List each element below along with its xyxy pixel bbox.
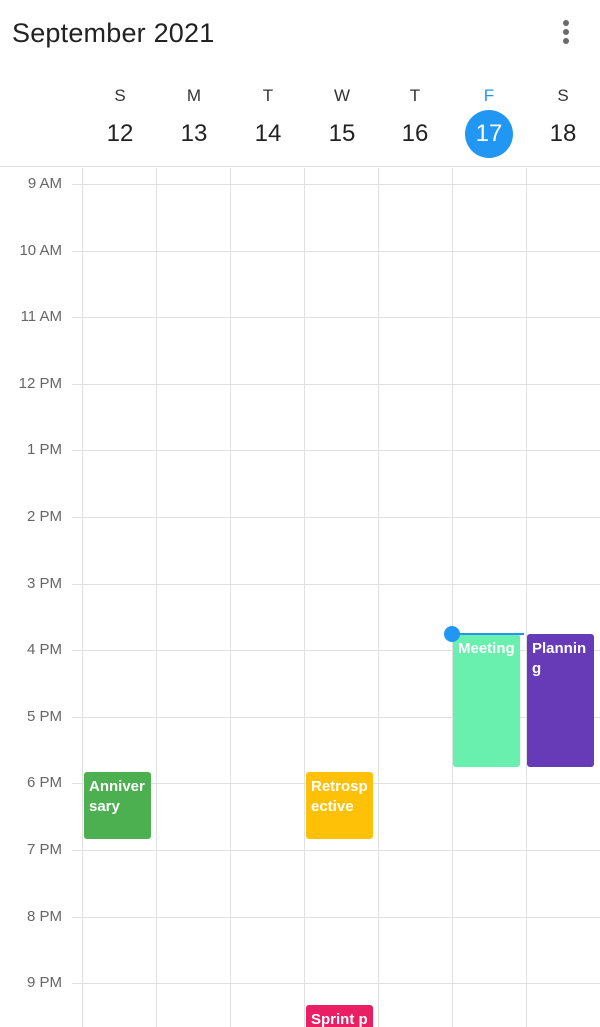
day-divider [526,168,527,1027]
day-column-header[interactable]: S 18 [526,68,600,167]
event-card[interactable]: Sprint planning [306,1005,373,1027]
hour-label: 2 PM [26,508,62,525]
day-column-header[interactable]: S 12 [83,68,157,167]
event-card[interactable]: Planning [527,634,594,767]
current-time-dot [444,626,460,642]
hour-label: 10 AM [19,242,62,259]
day-column-header[interactable]: F 17 [452,68,526,167]
day-divider [304,168,305,1027]
time-grid[interactable]: 9 AM 10 AM 11 AM 12 PM 1 PM 2 PM 3 PM 4 PM 5 PM 6… [0,168,600,1027]
hour-line [72,184,600,185]
event-card[interactable]: Anniversary [84,772,151,839]
hour-line [72,384,600,385]
day-date[interactable]: 12 [106,120,134,147]
hour-label: 4 PM [26,641,62,658]
day-letter: W [333,86,351,105]
hour-label: 11 AM [20,308,62,325]
hour-label: 9 PM [26,974,62,991]
app-bar: September 2021 [0,0,600,68]
day-date[interactable]: 14 [254,120,282,147]
day-date[interactable]: 18 [549,120,577,147]
day-date[interactable]: 16 [401,120,429,147]
hour-label: 5 PM [26,708,62,725]
day-letter: F [483,86,495,105]
day-divider [230,168,231,1027]
day-divider [82,168,83,1027]
hour-line [72,251,600,252]
hour-line [72,450,600,451]
hour-line [72,983,600,984]
more-dot [563,29,569,35]
today-date[interactable]: 17 [465,110,513,158]
day-letter: S [114,86,126,105]
day-letter: M [186,86,202,105]
day-letter: T [262,86,274,105]
day-date[interactable]: 15 [328,120,356,147]
day-date[interactable]: 13 [180,120,208,147]
event-card[interactable]: Meeting [453,634,520,767]
hour-label: 8 PM [26,908,62,925]
day-column-header[interactable]: T 16 [378,68,452,167]
day-column-header[interactable]: T 14 [231,68,305,167]
hour-label: 6 PM [26,774,62,791]
day-divider [378,168,379,1027]
hour-label: 7 PM [26,841,62,858]
hour-label: 12 PM [18,375,62,392]
week-header: S 12 M 13 T 14 W 15 T 16 F 17 S 18 [0,68,600,167]
day-letter: T [409,86,421,105]
hour-label: 3 PM [26,575,62,592]
more-dot [563,38,569,44]
hour-line [72,584,600,585]
hour-line [72,917,600,918]
hour-label: 9 AM [27,175,62,192]
day-column-header[interactable]: W 15 [305,68,379,167]
hour-line [72,717,600,718]
hour-line [72,317,600,318]
day-divider [156,168,157,1027]
day-divider [452,168,453,1027]
hour-label: 1 PM [26,441,62,458]
day-letter: S [557,86,569,105]
more-vert-icon[interactable] [554,16,578,52]
month-title[interactable]: September 2021 [12,18,215,48]
hour-line [72,650,600,651]
day-column-header[interactable]: M 13 [157,68,231,167]
event-card[interactable]: Retrospective [306,772,373,839]
hour-line [72,517,600,518]
hour-line [72,850,600,851]
current-time-line [453,633,524,635]
more-dot [563,20,569,26]
